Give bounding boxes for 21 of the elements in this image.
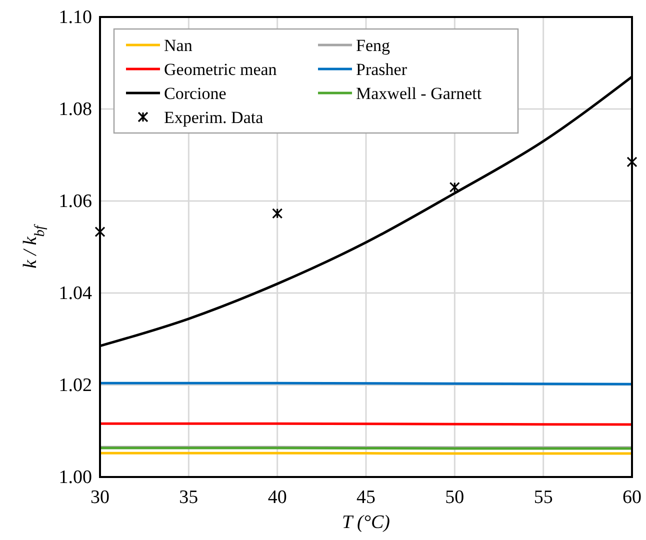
x-axis-title: T (°C) [342,512,390,533]
y-tick-label: 1.10 [58,7,92,28]
y-tick-label: 1.02 [58,375,92,396]
x-tick-label: 55 [534,487,553,508]
x-tick-label: 45 [356,487,376,508]
y-tick-label: 1.00 [58,467,92,488]
x-tick-label: 40 [268,487,287,508]
x-tick-label: 50 [445,487,464,508]
x-tick-label: 30 [90,487,110,508]
legend-label: Prasher [356,60,408,79]
legend-label: Geometric mean [164,60,278,79]
legend-label: Maxwell - Garnett [356,84,482,103]
legend-label: Nan [164,36,193,55]
legend-label: Feng [356,36,390,55]
legend-label: Experim. Data [164,108,264,127]
y-tick-label: 1.08 [58,99,92,120]
x-tick-label: 35 [179,487,198,508]
x-tick-label: 60 [622,487,642,508]
legend-label: Corcione [164,84,226,103]
y-tick-label: 1.06 [58,191,92,212]
y-tick-label: 1.04 [58,283,92,304]
